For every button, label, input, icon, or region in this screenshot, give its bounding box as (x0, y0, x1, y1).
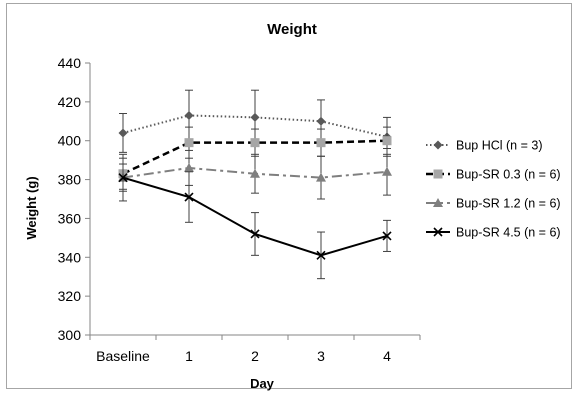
data-point-triangle (184, 162, 194, 172)
series-group (118, 89, 392, 280)
legend-item: Bup-SR 1.2 (n = 6) (426, 197, 561, 211)
data-point-diamond (250, 112, 260, 122)
data-point-square (250, 138, 260, 148)
y-tick-label: 360 (58, 210, 82, 226)
y-tick-label: 300 (58, 327, 82, 343)
data-point-diamond (184, 110, 194, 120)
y-tick-label: 380 (58, 172, 82, 188)
legend-item: Bup-SR 4.5 (n = 6) (426, 226, 561, 240)
y-tick-label: 420 (58, 94, 82, 110)
chart-title: Weight (267, 21, 317, 38)
legend-item: Bup-SR 0.3 (n = 6) (426, 168, 561, 182)
legend-label: Bup-SR 4.5 (n = 6) (456, 226, 561, 240)
x-tick-label: 1 (185, 348, 193, 364)
legend-label: Bup-SR 1.2 (n = 6) (456, 197, 561, 211)
legend-item: Bup HCl (n = 3) (426, 139, 543, 153)
data-point-x (184, 192, 194, 202)
legend-label: Bup-SR 0.3 (n = 6) (456, 168, 561, 182)
chart-frame (6, 3, 572, 389)
x-tick-label: Baseline (96, 348, 150, 364)
data-point-square (433, 169, 443, 179)
series-3 (118, 147, 392, 200)
legend-label: Bup HCl (n = 3) (456, 139, 543, 153)
data-point-x (382, 231, 392, 241)
data-point-triangle (250, 168, 260, 178)
y-axis-title: Weight (g) (24, 176, 39, 239)
y-tick-label: 340 (58, 249, 82, 265)
data-point-diamond (316, 116, 326, 126)
data-point-diamond (118, 128, 128, 138)
data-point-square (316, 138, 326, 148)
data-point-x (118, 173, 128, 183)
data-point-square (184, 138, 194, 148)
data-point-x (433, 227, 443, 237)
x-tick-label: 3 (317, 348, 325, 364)
data-point-x (316, 250, 326, 260)
data-point-x (250, 229, 260, 239)
data-point-square (382, 136, 392, 146)
x-axis: Baseline 1 2 3 4 (89, 334, 421, 364)
y-tick-label: 440 (58, 55, 82, 71)
data-point-triangle (382, 166, 392, 176)
y-axis: 300 320 340 360 380 400 420 440 (58, 55, 91, 343)
data-point-triangle (316, 172, 326, 182)
series-4 (118, 153, 392, 280)
data-point-triangle (433, 198, 443, 207)
x-tick-label: 2 (251, 348, 259, 364)
data-point-diamond (433, 140, 443, 150)
x-axis-title: Day (250, 376, 275, 391)
y-tick-label: 400 (58, 133, 82, 149)
x-tick-label: 4 (383, 348, 391, 364)
legend: Bup HCl (n = 3) Bup-SR 0.3 (n = 6) Bup-SR … (426, 139, 561, 240)
y-tick-label: 320 (58, 288, 82, 304)
